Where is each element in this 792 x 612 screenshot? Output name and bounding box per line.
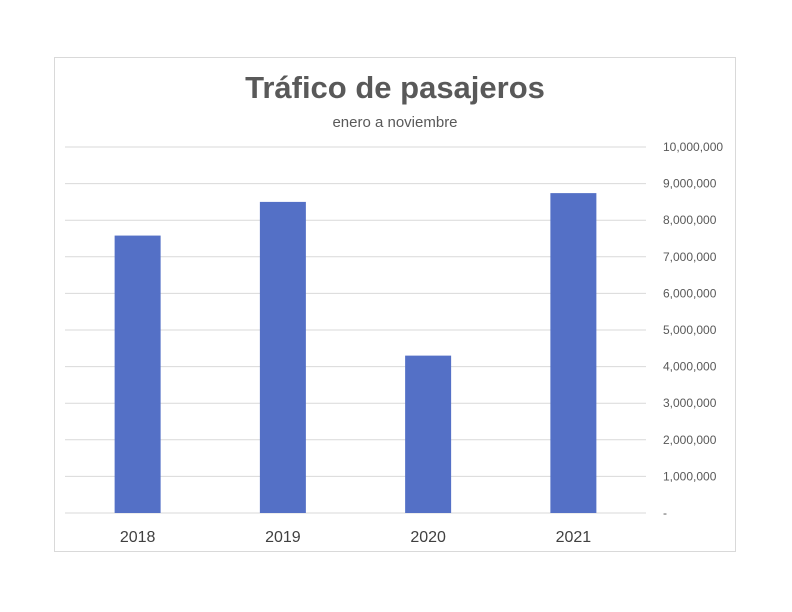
bars <box>114 193 597 513</box>
bar-2018 <box>114 235 161 513</box>
y-tick-label: - <box>663 506 667 520</box>
y-tick-label: 10,000,000 <box>663 140 723 154</box>
y-tick-label: 3,000,000 <box>663 396 717 410</box>
y-tick-label: 9,000,000 <box>663 177 717 191</box>
y-tick-label: 8,000,000 <box>663 213 717 227</box>
x-category-label: 2019 <box>265 529 301 546</box>
bar-2019 <box>259 201 306 513</box>
y-tick-label: 7,000,000 <box>663 250 717 264</box>
x-category-label: 2020 <box>410 529 446 546</box>
bar-2020 <box>405 355 452 513</box>
y-tick-label: 6,000,000 <box>663 286 717 300</box>
x-category-label: 2021 <box>556 529 592 546</box>
y-tick-label: 5,000,000 <box>663 323 717 337</box>
bar-chart-plot: - 1,000,000 2,000,000 3,000,000 4,000,000 5,0… <box>65 140 723 546</box>
chart-title: Tráfico de pasajeros <box>245 70 545 105</box>
y-tick-label: 1,000,000 <box>663 469 717 483</box>
chart-frame: Tráfico de pasajeros enero a noviembre -… <box>54 57 736 552</box>
y-axis-tick-labels: - 1,000,000 2,000,000 3,000,000 4,000,000 5,0… <box>663 140 723 520</box>
x-category-label: 2018 <box>120 529 156 546</box>
gridlines <box>65 146 646 514</box>
bar-2021 <box>550 193 597 513</box>
y-tick-label: 4,000,000 <box>663 360 717 374</box>
x-axis-category-labels: 2018 2019 2020 2021 <box>120 529 591 546</box>
y-tick-label: 2,000,000 <box>663 433 717 447</box>
chart-subtitle: enero a noviembre <box>332 114 458 131</box>
